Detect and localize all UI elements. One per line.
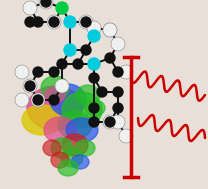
Circle shape [89, 31, 99, 41]
Circle shape [111, 115, 125, 129]
Ellipse shape [62, 134, 88, 156]
Circle shape [81, 45, 91, 55]
Ellipse shape [22, 105, 62, 135]
Circle shape [33, 95, 43, 105]
Ellipse shape [75, 140, 95, 156]
Ellipse shape [51, 138, 73, 158]
Circle shape [25, 81, 35, 91]
Circle shape [111, 37, 125, 51]
Ellipse shape [43, 140, 61, 156]
Circle shape [89, 103, 99, 113]
Circle shape [33, 67, 43, 77]
Circle shape [113, 103, 123, 113]
Ellipse shape [62, 92, 102, 128]
Ellipse shape [71, 155, 89, 169]
Ellipse shape [51, 152, 69, 168]
Circle shape [103, 23, 117, 37]
Circle shape [87, 21, 101, 35]
Circle shape [39, 0, 53, 9]
Circle shape [65, 17, 75, 27]
Circle shape [31, 93, 45, 107]
Ellipse shape [85, 100, 105, 116]
Ellipse shape [50, 84, 86, 116]
Ellipse shape [58, 111, 92, 139]
Circle shape [119, 129, 133, 143]
Circle shape [97, 87, 107, 97]
Circle shape [41, 0, 51, 7]
Circle shape [15, 65, 29, 79]
Circle shape [73, 59, 83, 69]
Circle shape [113, 67, 123, 77]
Circle shape [64, 16, 76, 28]
Circle shape [57, 59, 67, 69]
Circle shape [89, 59, 99, 69]
Ellipse shape [76, 85, 100, 105]
Circle shape [113, 87, 123, 97]
Circle shape [65, 45, 75, 55]
Circle shape [23, 1, 37, 15]
Circle shape [89, 73, 99, 83]
Circle shape [105, 117, 115, 127]
Circle shape [88, 58, 100, 70]
Ellipse shape [58, 160, 78, 176]
Circle shape [105, 53, 115, 63]
Circle shape [103, 115, 117, 129]
Circle shape [57, 3, 67, 13]
Circle shape [81, 17, 91, 27]
Circle shape [89, 117, 99, 127]
Circle shape [119, 65, 133, 79]
Circle shape [47, 15, 61, 29]
Circle shape [23, 79, 37, 93]
Circle shape [55, 79, 69, 93]
Circle shape [49, 67, 59, 77]
Ellipse shape [27, 86, 83, 130]
Ellipse shape [61, 149, 83, 167]
Circle shape [49, 17, 59, 27]
Ellipse shape [45, 87, 65, 103]
Circle shape [79, 15, 93, 29]
Circle shape [64, 44, 76, 56]
Ellipse shape [66, 118, 98, 142]
Circle shape [49, 95, 59, 105]
Circle shape [15, 93, 29, 107]
Ellipse shape [44, 117, 76, 143]
Circle shape [25, 17, 35, 27]
Ellipse shape [41, 76, 69, 100]
Circle shape [33, 17, 43, 27]
Circle shape [103, 23, 117, 37]
Circle shape [88, 30, 100, 42]
Circle shape [56, 2, 68, 14]
